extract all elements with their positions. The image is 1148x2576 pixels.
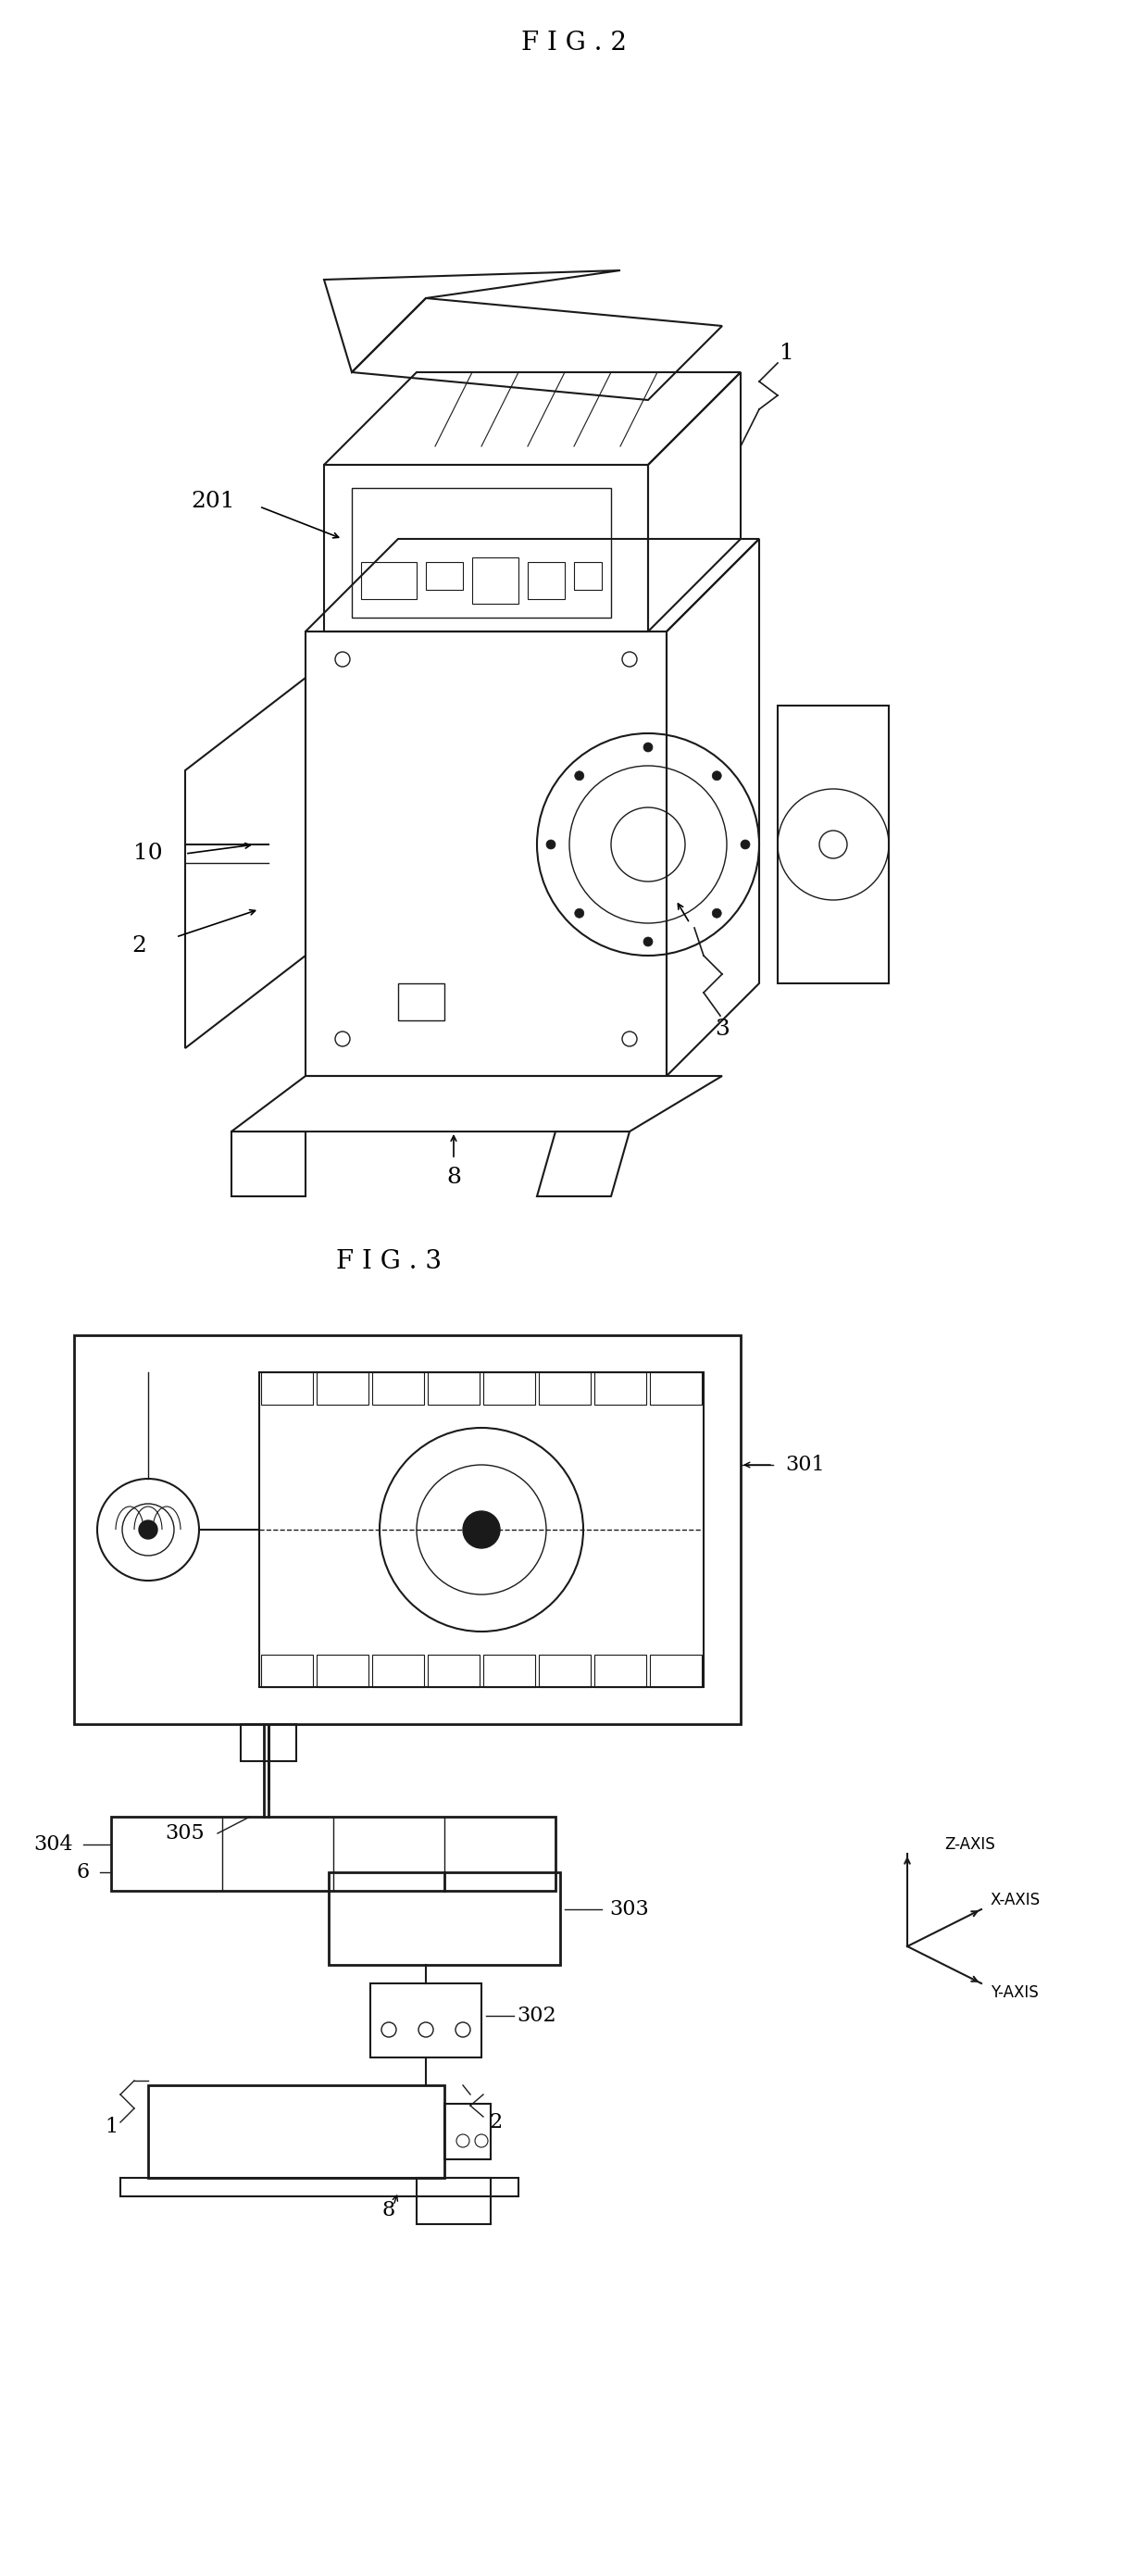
Bar <box>259 1373 704 1687</box>
Text: 1: 1 <box>779 343 794 363</box>
Text: 301: 301 <box>785 1455 825 1476</box>
Circle shape <box>463 1512 499 1548</box>
Text: 305: 305 <box>165 1824 204 1844</box>
Text: 2: 2 <box>489 2112 502 2133</box>
Text: 304: 304 <box>34 1834 73 1855</box>
Circle shape <box>575 770 584 781</box>
Text: 303: 303 <box>610 1899 650 1919</box>
Bar <box>650 1654 701 1687</box>
Bar <box>595 1373 646 1404</box>
Bar <box>372 1373 424 1404</box>
Bar <box>650 1373 701 1404</box>
Text: F I G . 2: F I G . 2 <box>521 31 627 57</box>
Text: 10: 10 <box>133 842 163 866</box>
Text: 2: 2 <box>132 935 146 956</box>
Circle shape <box>575 909 584 917</box>
Bar <box>595 1654 646 1687</box>
Text: Z-AXIS: Z-AXIS <box>945 1837 995 1852</box>
Text: 8: 8 <box>447 1167 461 1188</box>
Bar <box>372 1654 424 1687</box>
Bar <box>328 1873 560 1965</box>
Text: 1: 1 <box>104 2117 117 2138</box>
Bar <box>417 2177 490 2223</box>
Bar <box>398 984 444 1020</box>
Text: 3: 3 <box>715 1020 729 1041</box>
Circle shape <box>712 909 721 917</box>
Bar <box>351 487 611 618</box>
Circle shape <box>712 770 721 781</box>
Bar <box>261 1373 313 1404</box>
Bar <box>148 2084 444 2177</box>
Bar <box>317 1654 369 1687</box>
Text: 8: 8 <box>382 2200 395 2221</box>
Text: 201: 201 <box>191 492 235 513</box>
Circle shape <box>139 1520 157 1538</box>
Bar <box>75 1334 740 1723</box>
Bar <box>428 1654 480 1687</box>
Circle shape <box>546 840 556 850</box>
Circle shape <box>643 742 653 752</box>
Bar <box>362 562 417 600</box>
Text: 6: 6 <box>77 1862 90 1883</box>
Bar <box>426 562 463 590</box>
Bar <box>483 1373 535 1404</box>
Bar <box>317 1373 369 1404</box>
Text: Y-AXIS: Y-AXIS <box>991 1984 1039 2002</box>
Bar <box>483 1654 535 1687</box>
Bar <box>528 562 565 600</box>
Bar <box>574 562 602 590</box>
Bar <box>371 1984 481 2058</box>
Bar <box>261 1654 313 1687</box>
Bar <box>428 1373 480 1404</box>
Bar <box>538 1373 591 1404</box>
Bar <box>538 1654 591 1687</box>
Text: 302: 302 <box>518 2007 557 2025</box>
Bar <box>111 1816 556 1891</box>
Bar <box>472 556 519 603</box>
Bar <box>241 1723 296 1762</box>
Text: X-AXIS: X-AXIS <box>991 1891 1041 1909</box>
Circle shape <box>740 840 750 850</box>
Bar <box>444 2105 490 2159</box>
Circle shape <box>643 938 653 945</box>
Text: F I G . 3: F I G . 3 <box>336 1249 442 1273</box>
